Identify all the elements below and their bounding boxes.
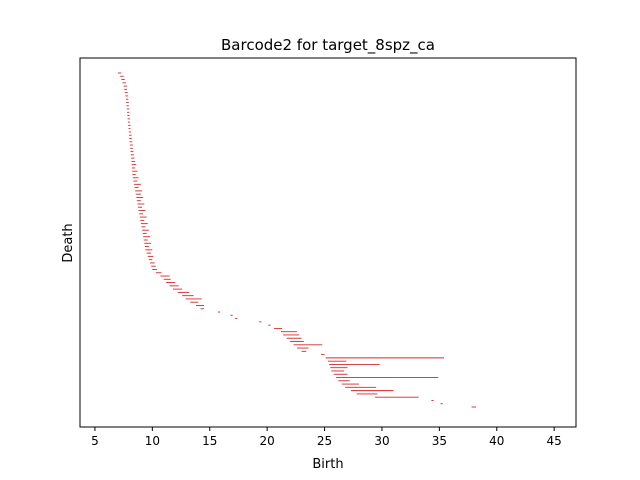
x-tick-label: 30 (374, 434, 389, 448)
y-axis-label: Death (61, 223, 76, 262)
x-axis-label: Birth (312, 457, 343, 472)
x-tick-label: 45 (547, 434, 562, 448)
bars-layer (117, 72, 477, 408)
x-tick-label: 5 (91, 434, 99, 448)
x-tick-label: 10 (145, 434, 160, 448)
x-tick-label: 35 (432, 434, 447, 448)
x-tick-label: 40 (489, 434, 504, 448)
x-tick-label: 15 (202, 434, 217, 448)
x-tick-label: 20 (260, 434, 275, 448)
x-axis-ticks: 5 10 15 20 25 30 35 40 45 (91, 427, 562, 448)
chart-title: Barcode2 for target_8spz_ca (221, 36, 435, 55)
x-tick-label: 25 (317, 434, 332, 448)
plot-frame (79, 57, 577, 428)
